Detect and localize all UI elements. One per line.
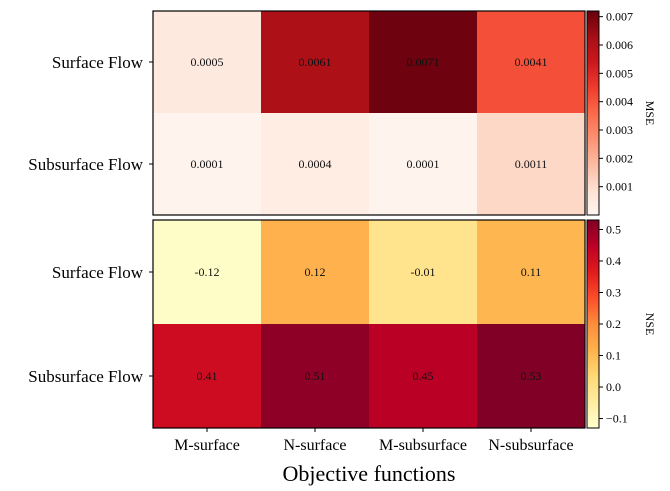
colorbar-tick-label: 0.3 <box>606 285 621 299</box>
heatmap-cell <box>477 220 586 325</box>
heatmap-cell <box>261 220 370 325</box>
cell-value-label: 0.0011 <box>515 157 548 171</box>
cell-value-label: 0.0004 <box>299 157 332 171</box>
cell-value-label: 0.11 <box>521 265 542 279</box>
colorbar <box>586 219 600 429</box>
cell-value-label: 0.12 <box>305 265 326 279</box>
column-label: M-subsurface <box>379 437 467 454</box>
cell-value-label: 0.0001 <box>407 157 440 171</box>
column-label: N-surface <box>283 437 346 454</box>
panel-frame <box>152 10 586 216</box>
heatmap-cell <box>261 113 370 216</box>
colorbar-tick-label: 0.1 <box>606 349 621 363</box>
colorbar-label: MSE <box>643 101 657 126</box>
heatmap-cell <box>261 11 370 114</box>
colorbar-tick-label: 0.004 <box>606 95 633 109</box>
heatmap-cell <box>477 113 586 216</box>
panel-frame <box>152 219 586 429</box>
column-label: N-subsurface <box>488 437 573 454</box>
colorbar-tick-label: 0.002 <box>606 151 633 165</box>
cell-value-label: -0.01 <box>411 265 436 279</box>
colorbar-tick-label: 0.001 <box>606 180 633 194</box>
heatmap-cell <box>153 113 262 216</box>
cell-value-label: 0.0071 <box>407 55 440 69</box>
heatmap-cell <box>369 324 478 429</box>
cell-value-label: 0.45 <box>413 369 434 383</box>
row-label: Surface Flow <box>52 53 144 72</box>
cell-value-label: 0.0005 <box>191 55 224 69</box>
heatmap-cell <box>369 220 478 325</box>
cell-value-label: 0.51 <box>305 369 326 383</box>
row-label: Subsurface Flow <box>28 155 143 174</box>
row-label: Surface Flow <box>52 263 144 282</box>
colorbar-tick-label: 0.4 <box>606 254 621 268</box>
colorbar-tick-label: 0.007 <box>606 10 633 24</box>
colorbar-label: NSE <box>643 313 657 336</box>
colorbar-tick-label: 0.0 <box>606 380 621 394</box>
heatmap-cell <box>369 11 478 114</box>
colorbar-tick-label: 0.006 <box>606 38 633 52</box>
cell-value-label: 0.0041 <box>515 55 548 69</box>
column-label: M-surface <box>174 437 240 454</box>
cell-value-label: 0.41 <box>197 369 218 383</box>
colorbar-tick-label: 0.003 <box>606 123 633 137</box>
row-label: Subsurface Flow <box>28 367 143 386</box>
colorbar-tick-label: −0.1 <box>606 412 628 426</box>
cell-value-label: 0.0061 <box>299 55 332 69</box>
heatmap-cell <box>153 11 262 114</box>
colorbar-tick-label: 0.5 <box>606 222 621 236</box>
cell-value-label: 0.53 <box>521 369 542 383</box>
colorbar <box>586 10 600 216</box>
x-axis-title: Objective functions <box>283 461 456 486</box>
heatmap-cell <box>477 324 586 429</box>
heatmap-cell <box>369 113 478 216</box>
cell-value-label: 0.0001 <box>191 157 224 171</box>
heatmap-cell <box>153 324 262 429</box>
heatmap-cell <box>261 324 370 429</box>
cell-value-label: -0.12 <box>195 265 220 279</box>
heatmap-cell <box>477 11 586 114</box>
heatmap-cell <box>153 220 262 325</box>
colorbar-tick-label: 0.005 <box>606 66 633 80</box>
colorbar-tick-label: 0.2 <box>606 317 621 331</box>
